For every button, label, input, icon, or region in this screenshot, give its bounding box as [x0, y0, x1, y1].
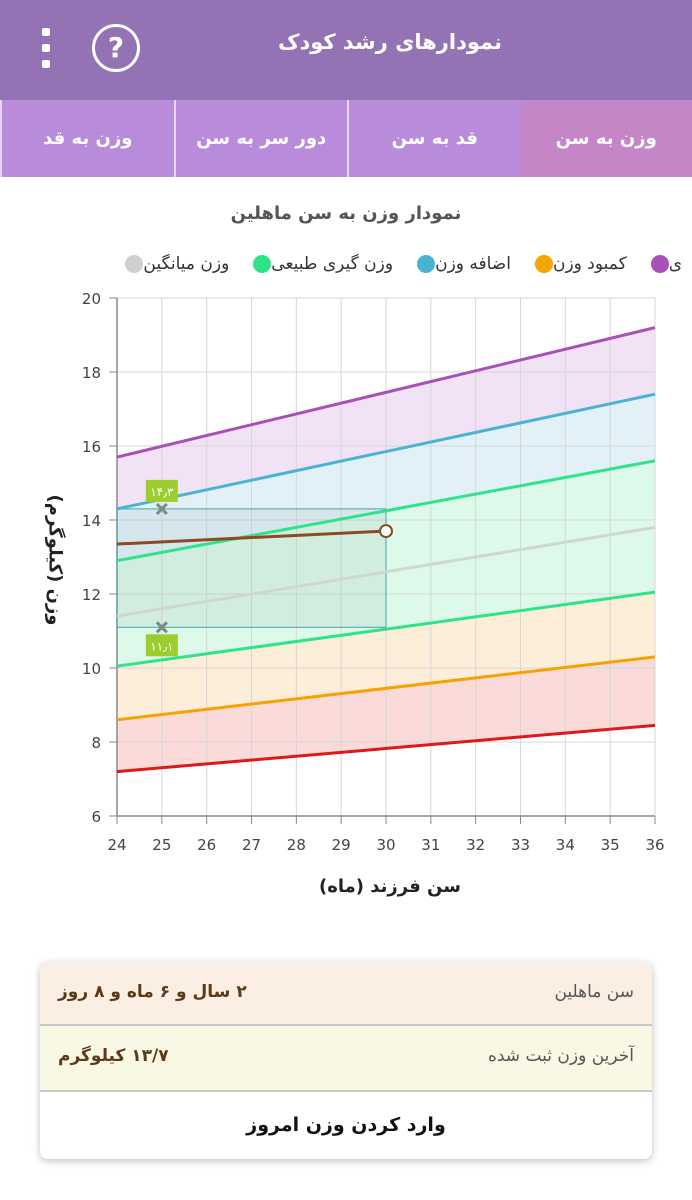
y-tick-label: 18: [82, 364, 101, 382]
weight-row: آخرین وزن ثبت شده ۱۳/۷ کیلوگرم: [40, 1026, 652, 1092]
reference-line: [116, 590, 656, 668]
x-tick-label: 27: [242, 836, 261, 854]
age-label: سن ماهلین: [554, 982, 634, 1002]
x-tick-label: 34: [556, 836, 575, 854]
tab-weight-for-age[interactable]: وزن به سن: [520, 100, 692, 177]
x-tick-label: 31: [421, 836, 440, 854]
legend-label: کمبود وزن: [552, 254, 627, 274]
x-tick-label: 26: [197, 836, 216, 854]
x-tick-label: 25: [152, 836, 171, 854]
chart-legend: ی کمبود وزن اضافه وزن وزن گیری طبیعی وزن…: [0, 254, 692, 286]
marker-label: ۱۱٫۱: [150, 639, 173, 653]
reference-line: [116, 392, 656, 511]
reference-line: [116, 459, 656, 563]
y-tick-label: 6: [91, 808, 101, 826]
y-tick-label: 8: [91, 734, 101, 752]
tab-height-for-age[interactable]: قد به سن: [347, 100, 521, 177]
marker-label: ۱۴٫۳: [150, 485, 174, 499]
y-tick-label: 16: [82, 438, 101, 456]
weight-label: آخرین وزن ثبت شده: [487, 1046, 634, 1066]
y-tick-label: 14: [82, 512, 101, 530]
age-row: سن ماهلین ۲ سال و ۶ ماه و ۸ روز: [40, 962, 652, 1026]
legend-dot: [253, 255, 272, 273]
marker-x: [155, 621, 168, 634]
x-tick-label: 33: [511, 836, 530, 854]
app-header: ? نمودارهای رشد کودک: [0, 0, 692, 100]
info-card: سن ماهلین ۲ سال و ۶ ماه و ۸ روز آخرین وز…: [40, 962, 652, 1159]
x-tick-label: 32: [466, 836, 485, 854]
y-axis-label: وزن (کیلوگرم): [44, 494, 66, 626]
y-tick-label: 20: [82, 290, 101, 308]
child-weight-point: [379, 524, 393, 539]
legend-label: وزن میانگین: [143, 254, 230, 274]
reference-line: [116, 723, 656, 774]
legend-item-severe[interactable]: ی: [643, 254, 682, 274]
x-tick-label: 28: [287, 836, 306, 854]
marker-label-box: [145, 479, 178, 502]
legend-label: ی: [668, 254, 682, 274]
legend-dot: [534, 255, 553, 273]
x-tick-label: 36: [645, 836, 664, 854]
age-value: ۲ سال و ۶ ماه و ۸ روز: [58, 982, 247, 1002]
child-weight-line: [116, 529, 387, 546]
legend-label: وزن گیری طبیعی: [271, 254, 394, 274]
reference-line: [116, 326, 656, 459]
enter-today-weight-button[interactable]: وارد کردن وزن امروز: [246, 1114, 446, 1136]
more-vertical-icon[interactable]: [34, 24, 58, 74]
legend-item-average[interactable]: وزن میانگین: [117, 254, 229, 274]
legend-item-overweight[interactable]: اضافه وزن: [409, 254, 511, 274]
legend-dot: [650, 255, 669, 273]
x-axis-label: سن فرزند (ماه): [319, 876, 461, 897]
marker-label-box: [145, 634, 178, 657]
legend-dot: [417, 255, 436, 273]
y-tick-label: 10: [82, 660, 101, 678]
reference-line: [116, 525, 656, 618]
question-circle-icon[interactable]: ?: [92, 24, 140, 72]
x-tick-label: 24: [107, 836, 126, 854]
legend-item-normal[interactable]: وزن گیری طبیعی: [245, 254, 393, 274]
reference-line: [116, 655, 656, 722]
page-title: نمودارهای رشد کودک: [277, 30, 502, 54]
tab-weight-for-height[interactable]: وزن به قد: [0, 100, 174, 177]
legend-label: اضافه وزن: [435, 254, 511, 274]
legend-dot: [125, 255, 144, 273]
legend-item-underweight[interactable]: کمبود وزن: [527, 254, 627, 274]
weight-value: ۱۳/۷ کیلوگرم: [58, 1046, 169, 1066]
x-tick-label: 30: [376, 836, 395, 854]
marker-x: [155, 502, 168, 515]
growth-chart: 24 25 26 27 28 29 30 31 32 33 34 35 36 6 8 10 12 14 16 18 20…: [82, 290, 665, 854]
tab-bar: وزن به قد دور سر به سن قد به سن وزن به س…: [0, 100, 692, 177]
x-tick-label: 35: [601, 836, 620, 854]
y-tick-label: 12: [82, 586, 101, 604]
tab-head-circumference-for-age[interactable]: دور سر به سن: [173, 100, 348, 177]
x-tick-label: 29: [332, 836, 351, 854]
chart-title: نمودار وزن به سن ماهلین: [230, 203, 462, 224]
